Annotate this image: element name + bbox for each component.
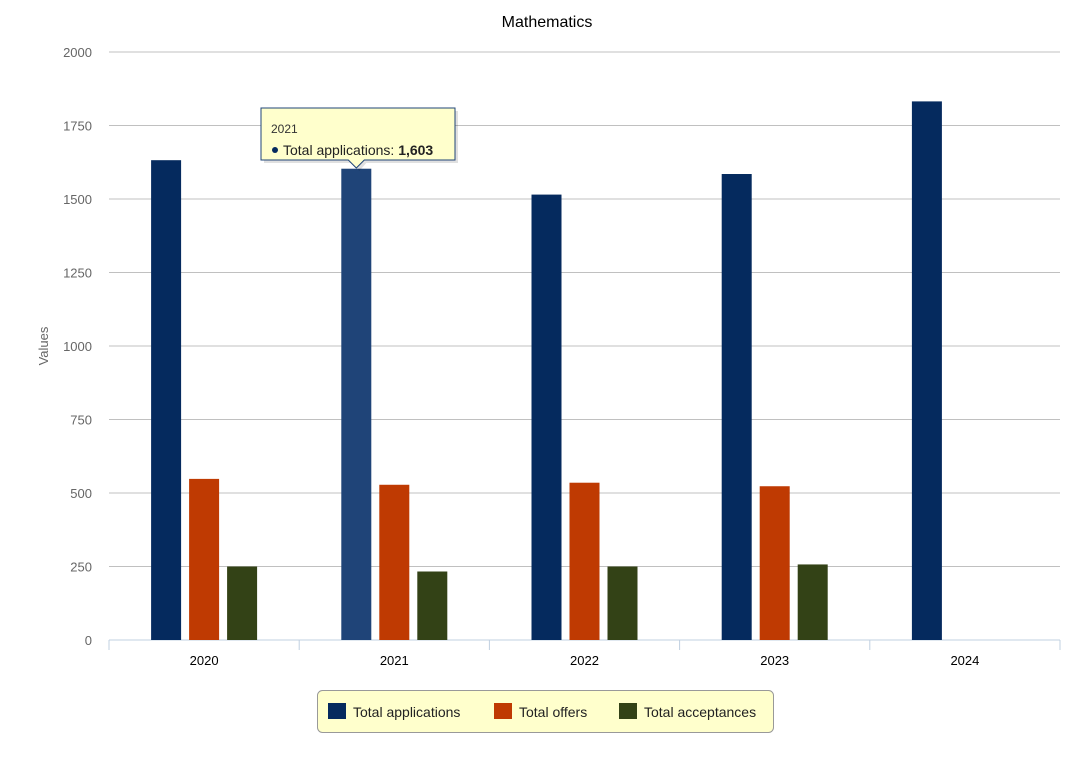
chart-title: Mathematics bbox=[502, 14, 593, 31]
y-tick-label: 2000 bbox=[63, 45, 92, 60]
tooltip-value: Total applications: 1,603 bbox=[283, 142, 433, 158]
x-tick-label: 2021 bbox=[380, 653, 409, 668]
y-tick-label: 1000 bbox=[63, 339, 92, 354]
tooltip-category: 2021 bbox=[271, 122, 298, 136]
legend-box bbox=[317, 690, 774, 733]
legend-item-total-acceptances[interactable]: Total acceptances bbox=[619, 703, 756, 720]
bar-total-acceptances-2022[interactable] bbox=[607, 566, 638, 641]
bars bbox=[151, 101, 942, 641]
x-tick-label: 2022 bbox=[570, 653, 599, 668]
y-tick-label: 0 bbox=[85, 633, 92, 648]
legend-item-total-offers[interactable]: Total offers bbox=[494, 703, 587, 720]
bar-total-applications-2023[interactable] bbox=[721, 174, 752, 640]
x-tick-label: 2020 bbox=[190, 653, 219, 668]
bar-total-applications-2020[interactable] bbox=[151, 160, 182, 640]
tooltip-bullet-icon bbox=[272, 147, 278, 153]
legend-swatch bbox=[619, 703, 637, 719]
bar-total-applications-2022[interactable] bbox=[531, 194, 562, 640]
x-tick-label: 2024 bbox=[950, 653, 979, 668]
y-tick-label: 250 bbox=[70, 560, 92, 575]
bar-total-offers-2023[interactable] bbox=[759, 486, 790, 640]
y-axis-label: Values bbox=[36, 326, 51, 365]
y-tick-label: 750 bbox=[70, 413, 92, 428]
legend-label: Total acceptances bbox=[644, 704, 756, 720]
y-tick-label: 1750 bbox=[63, 119, 92, 134]
legend-swatch bbox=[494, 703, 512, 719]
tooltip: 2021 Total applications: 1,603 bbox=[260, 107, 458, 171]
x-tick-label: 2023 bbox=[760, 653, 789, 668]
legend-item-total-applications[interactable]: Total applications bbox=[328, 703, 460, 720]
bar-total-acceptances-2021[interactable] bbox=[417, 571, 448, 640]
bar-total-applications-2021[interactable] bbox=[341, 168, 372, 640]
bar-total-applications-2024[interactable] bbox=[911, 101, 942, 641]
bar-total-acceptances-2020[interactable] bbox=[227, 566, 258, 641]
bar-total-offers-2021[interactable] bbox=[379, 484, 410, 640]
bar-total-offers-2022[interactable] bbox=[569, 482, 600, 640]
bar-total-offers-2020[interactable] bbox=[189, 478, 220, 640]
y-tick-label: 500 bbox=[70, 486, 92, 501]
tooltip-background bbox=[260, 107, 456, 169]
legend-label: Total offers bbox=[519, 704, 587, 720]
legend-swatch bbox=[328, 703, 346, 719]
legend-label: Total applications bbox=[353, 704, 460, 720]
legend: Total applications Total offers Total acce… bbox=[317, 690, 774, 733]
y-tick-label: 1250 bbox=[63, 266, 92, 281]
tooltip-box: 2021 Total applications: 1,603 bbox=[260, 107, 458, 171]
bar-total-acceptances-2023[interactable] bbox=[797, 564, 828, 640]
y-tick-label: 1500 bbox=[63, 192, 92, 207]
